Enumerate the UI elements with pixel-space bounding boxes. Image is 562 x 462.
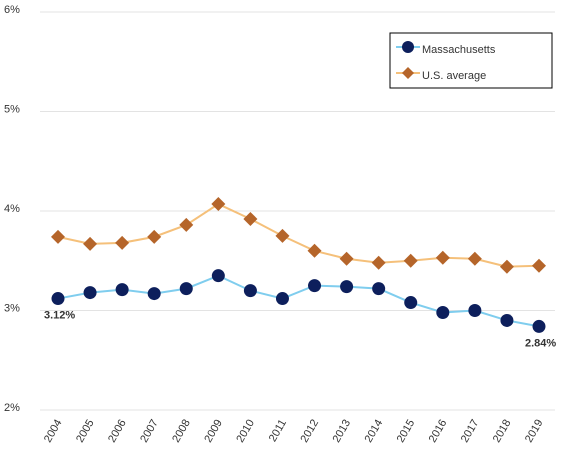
x-tick-label: 2010 <box>234 418 257 445</box>
legend-marker <box>402 41 414 53</box>
data-point <box>500 313 514 327</box>
data-point <box>115 235 130 250</box>
data-point <box>339 251 354 266</box>
data-point <box>532 258 546 273</box>
x-tick-label: 2015 <box>395 418 418 445</box>
data-point <box>179 282 193 296</box>
data-point <box>211 269 225 283</box>
x-tick-label: 2013 <box>331 418 354 445</box>
data-label: 2.84% <box>525 337 556 349</box>
legend-marker <box>402 67 414 79</box>
data-point <box>275 228 290 243</box>
data-point <box>308 279 322 293</box>
y-tick-label: 6% <box>4 4 20 16</box>
x-tick-label: 2016 <box>427 418 450 445</box>
data-point <box>243 284 257 298</box>
data-point <box>115 283 129 297</box>
series-line <box>57 274 540 328</box>
x-tick-label: 2011 <box>267 418 289 444</box>
y-tick-label: 5% <box>4 104 20 116</box>
data-point <box>179 217 194 232</box>
y-tick-label: 2% <box>4 402 20 414</box>
data-point <box>468 304 482 317</box>
x-tick-label: 2014 <box>363 418 386 445</box>
x-tick-label: 2006 <box>106 418 129 445</box>
legend-label: U.S. average <box>422 70 486 82</box>
data-point <box>211 197 226 212</box>
x-tick-label: 2017 <box>459 418 482 445</box>
data-point <box>51 292 65 306</box>
data-point <box>372 282 386 296</box>
data-point <box>499 259 514 274</box>
data-point <box>340 280 354 294</box>
data-point <box>371 255 386 270</box>
data-point <box>243 211 258 226</box>
x-tick-label: 2005 <box>74 418 97 445</box>
y-tick-label: 3% <box>4 303 20 315</box>
legend-box <box>389 32 553 89</box>
x-tick-label: 2012 <box>298 418 321 445</box>
data-point <box>83 236 98 251</box>
data-point <box>435 250 450 265</box>
data-point <box>404 296 418 310</box>
data-point <box>275 292 289 306</box>
data-point <box>83 286 97 300</box>
y-tick-label: 4% <box>4 203 20 215</box>
data-point <box>307 243 322 258</box>
data-point <box>532 319 546 333</box>
x-tick-label: 2004 <box>42 418 65 445</box>
data-point <box>403 253 418 268</box>
data-point <box>436 305 450 319</box>
data-label: 3.12% <box>44 310 75 322</box>
x-tick-label: 2009 <box>202 418 225 445</box>
x-tick-label: 2018 <box>491 418 514 445</box>
data-point <box>467 251 482 266</box>
x-tick-label: 2007 <box>138 418 161 445</box>
series-line <box>57 202 540 268</box>
x-tick-label: 2019 <box>523 418 546 445</box>
x-tick-label: 2008 <box>170 418 193 445</box>
data-point <box>147 287 161 301</box>
legend-label: Massachusetts <box>422 44 496 56</box>
data-point <box>147 229 162 244</box>
data-point <box>51 229 65 244</box>
